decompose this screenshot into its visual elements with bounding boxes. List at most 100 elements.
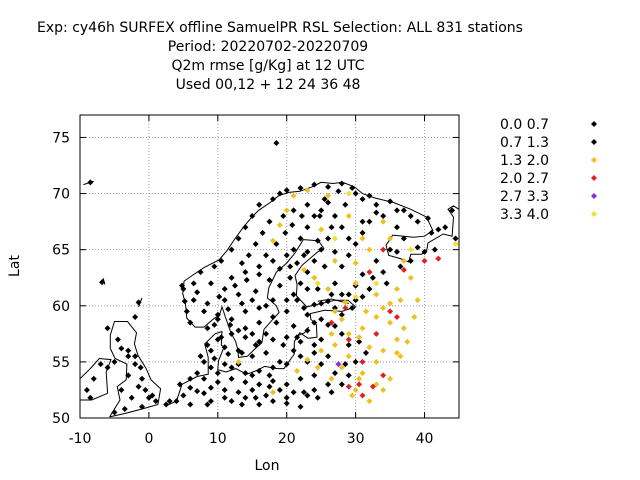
data-point-bin-1: [273, 140, 280, 147]
data-point-bin-1: [178, 282, 185, 289]
data-point-bin-2: [238, 300, 245, 307]
data-point-bin-1: [180, 392, 187, 399]
data-point-bin-1: [359, 271, 366, 278]
data-point-bin-3: [328, 375, 335, 382]
data-point-bin-4: [373, 330, 380, 337]
data-point-bin-1: [297, 280, 304, 287]
data-point-bin-1: [331, 370, 338, 377]
data-point-bin-1: [304, 224, 311, 231]
data-point-bin-1: [297, 184, 304, 191]
data-point-bin-1: [283, 252, 290, 259]
data-point-bin-1: [242, 224, 249, 231]
data-point-bin-1: [121, 406, 128, 413]
data-point-bin-3: [304, 187, 311, 194]
data-point-bin-2: [435, 226, 442, 233]
data-point-bin-1: [214, 370, 221, 377]
data-point-bin-6: [407, 246, 414, 253]
legend-label: 2.0 2.7: [500, 171, 549, 187]
data-point-bin-6: [373, 280, 380, 287]
data-point-bin-1: [83, 386, 90, 393]
data-point-bin-1: [304, 201, 311, 208]
data-point-bin-1: [338, 224, 345, 231]
data-point-bin-1: [125, 372, 132, 379]
data-point-bin-6: [352, 293, 359, 300]
data-point-bin-3: [393, 285, 400, 292]
data-point-bin-3: [352, 386, 359, 393]
data-point-bin-1: [383, 280, 390, 287]
data-point-bin-1: [287, 274, 294, 281]
data-point-bin-1: [256, 381, 263, 388]
data-point-bin-3: [359, 370, 366, 377]
data-point-bin-1: [311, 372, 318, 379]
data-point-bin-1: [311, 213, 318, 219]
data-point-bin-1: [207, 347, 214, 354]
data-point-bin-1: [331, 213, 338, 219]
data-point-bin-1: [187, 401, 194, 408]
data-point-bin-6: [314, 280, 321, 287]
data-point-bin-1: [249, 386, 256, 393]
data-point-bin-2: [238, 349, 245, 356]
data-point-bin-2: [273, 319, 280, 326]
data-point-bin-1: [221, 344, 228, 351]
data-point-bin-2: [359, 293, 366, 300]
data-point-bin-1: [300, 252, 307, 259]
data-point-bin-1: [97, 361, 104, 368]
data-point-bin-3: [269, 389, 276, 396]
data-point-bin-1: [297, 375, 304, 382]
data-point-bin-4: [359, 392, 366, 399]
data-point-bin-3: [366, 398, 373, 405]
data-point-bin-1: [373, 257, 380, 264]
data-point-bin-1: [139, 375, 146, 382]
data-point-bin-1: [214, 379, 221, 386]
data-point-bin-1: [397, 263, 404, 270]
data-point-bin-2: [282, 229, 289, 236]
data-point-bin-1: [132, 353, 139, 360]
data-point-bin-4: [366, 269, 373, 276]
data-point-bin-2: [252, 394, 259, 401]
data-point-bin-2: [294, 260, 301, 267]
data-point-bin-1: [190, 280, 197, 287]
chart-title-line-4: Used 00,12 + 12 24 36 48: [176, 77, 361, 93]
data-point-bin-1: [249, 353, 256, 360]
data-point-bin-1: [283, 297, 290, 304]
data-point-bin-4: [400, 266, 407, 273]
data-point-bin-1: [181, 298, 188, 305]
data-point-bin-2: [283, 361, 290, 368]
data-point-bin-1: [139, 403, 146, 410]
data-point-bin-1: [201, 375, 208, 382]
data-point-bin-1: [269, 257, 276, 264]
data-point-bin-1: [104, 325, 111, 332]
chart-title-line-1: Exp: cy46h SURFEX offline SamuelPR RSL S…: [37, 20, 523, 36]
data-point-bin-1: [325, 381, 332, 388]
data-point-bin-4: [435, 255, 442, 262]
data-point-bin-1: [99, 279, 106, 286]
data-point-bin-1: [304, 392, 311, 399]
chart-title-block: Exp: cy46h SURFEX offline SamuelPR RSL S…: [37, 20, 523, 93]
legend-label: 1.3 2.0: [500, 153, 549, 169]
data-point-bin-1: [132, 314, 139, 320]
data-point-bin-2: [304, 285, 311, 292]
data-point-bin-1: [87, 394, 94, 401]
data-point-bin-1: [259, 229, 266, 236]
data-point-bin-2: [252, 342, 259, 349]
data-point-bin-2: [235, 327, 242, 334]
data-point-bin-1: [276, 386, 283, 393]
data-point-bin-2: [393, 248, 400, 255]
data-point-bin-1: [400, 207, 407, 214]
data-point-bin-1: [118, 345, 125, 352]
data-point-bin-1: [111, 358, 118, 365]
data-point-bin-1: [311, 342, 318, 349]
data-point-bin-1: [283, 334, 290, 341]
data-point-bin-4: [387, 308, 394, 315]
data-point-bin-2: [345, 235, 352, 242]
data-point-bin-2: [331, 248, 338, 255]
data-point-bin-1: [256, 319, 263, 326]
data-point-bin-1: [400, 235, 407, 242]
data-point-bin-1: [125, 353, 132, 360]
data-point-bin-3: [331, 342, 338, 349]
data-point-bin-1: [414, 218, 421, 225]
y-axis-label: Lat: [7, 255, 23, 277]
data-point-bin-2: [276, 265, 283, 272]
data-point-bin-2: [298, 213, 305, 219]
data-point-bin-1: [242, 308, 249, 315]
